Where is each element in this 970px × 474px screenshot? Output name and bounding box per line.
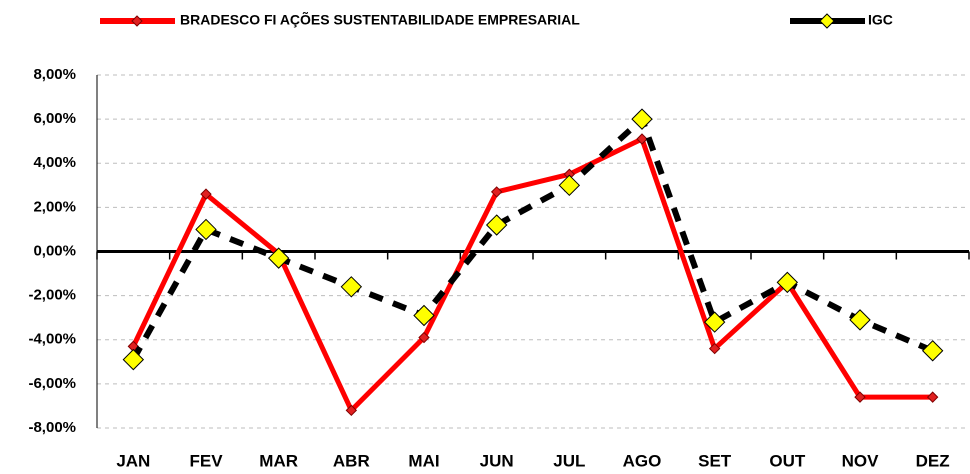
series-line bbox=[131, 136, 933, 413]
series-marker bbox=[413, 304, 435, 327]
y-tick-label: -4,00% bbox=[28, 331, 76, 348]
y-tick-label: 2,00% bbox=[33, 198, 76, 215]
y-tick-label: 0,00% bbox=[33, 242, 76, 259]
series-marker bbox=[267, 247, 290, 269]
series-marker bbox=[776, 271, 799, 294]
x-tick-label: NOV bbox=[842, 451, 880, 470]
series-marker bbox=[849, 309, 871, 331]
series-marker bbox=[703, 311, 726, 333]
series-marker bbox=[631, 108, 653, 130]
series-marker bbox=[636, 133, 648, 145]
x-tick-label: SET bbox=[698, 451, 732, 470]
y-tick-label: -8,00% bbox=[28, 419, 76, 436]
series-marker bbox=[558, 174, 581, 197]
series-marker bbox=[195, 218, 217, 241]
x-tick-label: DEZ bbox=[916, 451, 950, 470]
x-tick-label: ABR bbox=[333, 451, 370, 470]
y-tick-label: 6,00% bbox=[33, 110, 76, 127]
series-marker bbox=[490, 186, 503, 198]
y-tick-label: 8,00% bbox=[33, 66, 76, 83]
legend-label: BRADESCO FI AÇÕES SUSTENTABILIDADE EMPRE… bbox=[180, 11, 580, 28]
y-tick-label: -2,00% bbox=[28, 287, 76, 304]
y-tick-label: 4,00% bbox=[33, 154, 76, 171]
series-marker bbox=[122, 348, 145, 371]
series-marker bbox=[200, 188, 212, 200]
x-tick-label: JUN bbox=[480, 451, 514, 470]
x-tick-label: OUT bbox=[769, 451, 806, 470]
x-tick-label: JAN bbox=[116, 451, 150, 470]
x-tick-label: MAI bbox=[408, 451, 439, 470]
y-tick-label: -6,00% bbox=[28, 375, 76, 392]
series-marker bbox=[340, 276, 363, 298]
x-tick-label: JUL bbox=[553, 451, 585, 470]
legend-marker bbox=[131, 15, 143, 27]
series-marker bbox=[854, 391, 866, 403]
series-marker bbox=[926, 391, 939, 403]
x-tick-label: MAR bbox=[259, 451, 298, 470]
series-marker bbox=[345, 404, 358, 417]
series-marker bbox=[485, 214, 508, 236]
series-marker bbox=[708, 342, 721, 355]
legend-label: IGC bbox=[868, 12, 893, 28]
x-tick-label: FEV bbox=[189, 451, 223, 470]
series-marker bbox=[921, 340, 944, 362]
x-tick-label: AGO bbox=[623, 451, 662, 470]
legend-marker bbox=[819, 13, 835, 29]
series-marker bbox=[418, 331, 430, 344]
